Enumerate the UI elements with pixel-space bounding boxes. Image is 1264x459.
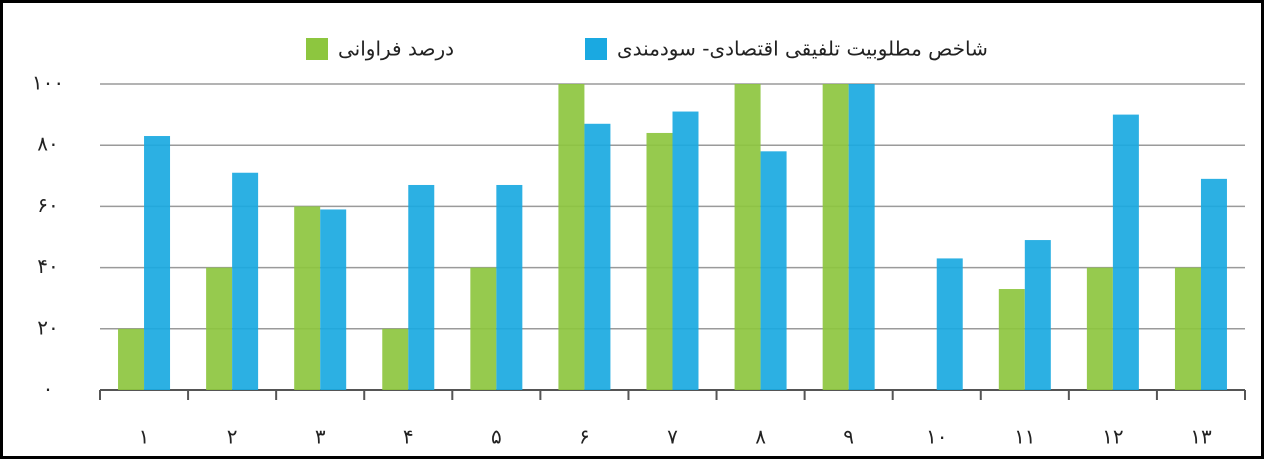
x-tick-label: ۵ bbox=[491, 425, 502, 449]
bar bbox=[408, 184, 435, 390]
bar bbox=[1086, 267, 1113, 390]
legend-label: درصد فراوانی bbox=[338, 37, 454, 61]
bar bbox=[734, 84, 761, 390]
x-tick-label: ۸ bbox=[755, 425, 766, 449]
y-tick-label: ۲۰ bbox=[37, 315, 58, 339]
x-tick-label: ۶ bbox=[579, 425, 590, 449]
x-tick-label: ۱۲ bbox=[1102, 425, 1123, 449]
bar bbox=[320, 209, 347, 390]
bar bbox=[118, 328, 145, 390]
x-tick-label: ۱۱ bbox=[1014, 425, 1035, 449]
x-tick-label: ۷ bbox=[667, 425, 678, 449]
bar bbox=[206, 267, 233, 390]
x-tick-label: ۴ bbox=[403, 425, 414, 449]
bar bbox=[294, 206, 321, 390]
x-tick-label: ۹ bbox=[843, 425, 854, 449]
bar bbox=[584, 123, 611, 390]
bar bbox=[496, 184, 523, 390]
bar bbox=[760, 151, 787, 390]
bar bbox=[672, 111, 699, 390]
y-tick-label: ۱۰۰ bbox=[32, 71, 64, 95]
x-tick-label: ۱ bbox=[139, 425, 150, 449]
bar bbox=[998, 289, 1025, 390]
y-tick-label: ۶۰ bbox=[37, 193, 58, 217]
bar bbox=[1112, 114, 1139, 390]
y-tick-label: ۴۰ bbox=[37, 254, 58, 278]
x-tick-label: ۲ bbox=[227, 425, 238, 449]
legend-swatch bbox=[585, 38, 607, 60]
bar bbox=[470, 267, 497, 390]
bar bbox=[558, 84, 585, 390]
bar bbox=[848, 84, 875, 390]
bar bbox=[1024, 240, 1051, 390]
bar bbox=[232, 172, 259, 390]
bar bbox=[1174, 267, 1201, 390]
legend-swatch bbox=[306, 38, 328, 60]
x-tick-label: ۳ bbox=[315, 425, 326, 449]
bar bbox=[646, 132, 673, 390]
legend-label: شاخص مطلوبیت تلفیقی اقتصادی- سودمندی bbox=[617, 37, 988, 61]
x-tick-label: ۱۳ bbox=[1190, 425, 1212, 449]
bar bbox=[822, 84, 849, 390]
bar bbox=[382, 328, 409, 390]
y-tick-label: ۰ bbox=[43, 377, 54, 401]
bar bbox=[936, 258, 963, 390]
y-tick-label: ۸۰ bbox=[37, 132, 58, 156]
bar bbox=[144, 136, 171, 390]
x-tick-label: ۱۰ bbox=[926, 425, 947, 449]
bar bbox=[1200, 178, 1227, 390]
